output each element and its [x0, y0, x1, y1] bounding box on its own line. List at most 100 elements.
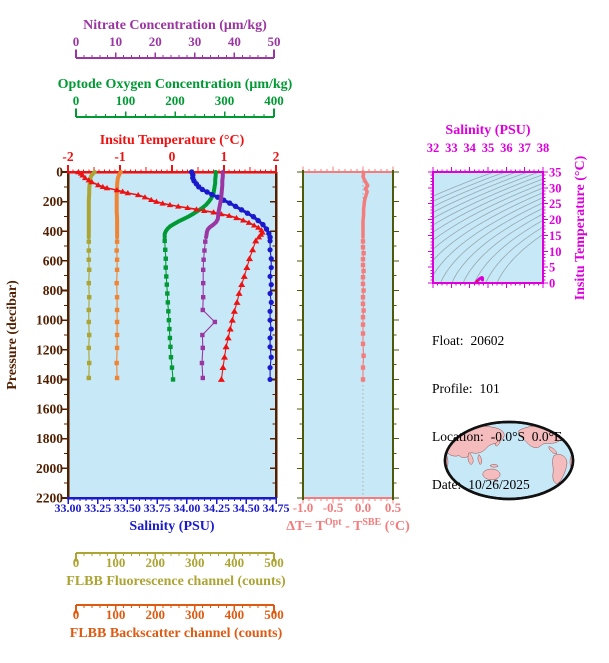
- svg-text:35: 35: [549, 166, 562, 180]
- svg-text:1000: 1000: [36, 313, 63, 328]
- svg-text:200: 200: [145, 607, 165, 622]
- svg-text:0: 0: [73, 607, 80, 622]
- svg-text:25: 25: [549, 197, 562, 211]
- svg-text:600: 600: [43, 253, 64, 268]
- float-info-block: Float: 20602 Profile: 101 Location: -0.0°S …: [432, 301, 562, 525]
- svg-text:0: 0: [169, 149, 176, 164]
- svg-text:-0.5: -0.5: [323, 500, 344, 515]
- delta-t-axis-title: ΔT= TOpt - TSBE (°C): [286, 517, 410, 534]
- svg-text:2200: 2200: [36, 491, 63, 506]
- svg-text:37: 37: [518, 141, 531, 155]
- main-plot-axes: -2 -1 0 1 233.00 33.25 33.50 33.75 34.00 34.25 34.…: [36, 149, 290, 515]
- backscatter-scale-bar: 0 100 200 300 400 500: [73, 604, 284, 622]
- svg-text:40: 40: [228, 34, 241, 49]
- svg-text:-1: -1: [114, 149, 125, 164]
- fluorescence-curve: [86, 170, 97, 381]
- svg-text:200: 200: [165, 93, 185, 108]
- oxygen-axis-title: Optode Oxygen Concentration (μm/kg): [58, 77, 293, 92]
- svg-text:500: 500: [264, 555, 284, 570]
- svg-text:300: 300: [215, 93, 235, 108]
- svg-text:-2: -2: [62, 149, 73, 164]
- svg-text:20: 20: [149, 34, 162, 49]
- svg-text:400: 400: [225, 555, 245, 570]
- svg-text:34.50: 34.50: [233, 501, 260, 515]
- nitrate-curve: [199, 170, 225, 381]
- svg-text:400: 400: [264, 93, 284, 108]
- svg-text:1400: 1400: [36, 372, 63, 387]
- svg-text:2: 2: [273, 149, 280, 164]
- svg-text:30: 30: [188, 34, 201, 49]
- svg-text:33.75: 33.75: [144, 501, 171, 515]
- svg-text:10: 10: [549, 245, 562, 259]
- svg-text:36: 36: [500, 141, 513, 155]
- svg-text:0: 0: [73, 93, 80, 108]
- pressure-axis-title: Pressure (decibar): [5, 280, 20, 390]
- svg-text:200: 200: [43, 194, 64, 209]
- delta_t-curve: [360, 170, 370, 382]
- svg-text:0.0: 0.0: [355, 500, 371, 515]
- svg-text:34.00: 34.00: [173, 501, 200, 515]
- ts-temperature-axis-title: Insitu Temperature (°C): [573, 155, 588, 300]
- salinity-axis-title: Salinity (PSU): [129, 519, 215, 534]
- temperature-curve: [75, 169, 266, 382]
- svg-text:100: 100: [106, 555, 126, 570]
- oxygen-scale-bar: 0 100 200 300 400: [73, 93, 284, 118]
- svg-text:32: 32: [427, 141, 440, 155]
- svg-text:100: 100: [116, 93, 136, 108]
- location-label: Location:: [432, 429, 484, 444]
- location-value: -0.0°S 0.0°E: [490, 429, 563, 444]
- svg-text:0: 0: [73, 34, 80, 49]
- nitrate-axis-title: Nitrate Concentration (μm/kg): [83, 18, 267, 33]
- fluorescence-axis-title: FLBB Fluorescence channel (counts): [66, 574, 286, 589]
- svg-text:1600: 1600: [36, 402, 63, 417]
- svg-text:300: 300: [185, 607, 205, 622]
- svg-text:50: 50: [268, 34, 281, 49]
- svg-text:0: 0: [56, 165, 63, 180]
- svg-text:34.75: 34.75: [263, 501, 290, 515]
- svg-text:400: 400: [43, 224, 64, 239]
- backscatter-axis-title: FLBB Backscatter channel (counts): [70, 626, 283, 641]
- svg-text:300: 300: [185, 555, 205, 570]
- profile-info-line: Profile: 101: [432, 381, 562, 397]
- float-label: Float:: [432, 333, 464, 348]
- svg-text:1800: 1800: [36, 431, 63, 446]
- nitrate-scale-bar: 0 10 20 30 40 50: [73, 34, 281, 59]
- svg-text:500: 500: [264, 607, 284, 622]
- svg-text:33.25: 33.25: [84, 501, 111, 515]
- date-value: 10/26/2025: [468, 477, 530, 492]
- location-info-line: Location: -0.0°S 0.0°E: [432, 429, 562, 445]
- float-value: 20602: [470, 333, 505, 348]
- svg-text:-1.0: -1.0: [293, 500, 314, 515]
- svg-text:33: 33: [445, 141, 458, 155]
- svg-text:20: 20: [549, 213, 562, 227]
- svg-text:0: 0: [73, 555, 80, 570]
- profile-value: 101: [479, 381, 500, 396]
- backscatter-curve: [114, 170, 123, 381]
- svg-text:34: 34: [463, 141, 476, 155]
- date-info-line: Date: 10/26/2025: [432, 477, 562, 493]
- svg-text:1200: 1200: [36, 342, 63, 357]
- svg-text:15: 15: [549, 229, 562, 243]
- date-label: Date:: [432, 477, 462, 492]
- svg-text:400: 400: [225, 607, 245, 622]
- svg-text:1: 1: [221, 149, 228, 164]
- salinity-curve: [188, 169, 274, 383]
- svg-text:10: 10: [109, 34, 122, 49]
- svg-text:2000: 2000: [36, 461, 63, 476]
- svg-text:35: 35: [482, 141, 495, 155]
- profile-label: Profile:: [432, 381, 473, 396]
- svg-text:5: 5: [549, 261, 555, 275]
- svg-text:0.5: 0.5: [385, 500, 402, 515]
- svg-text:34.25: 34.25: [203, 501, 230, 515]
- svg-text:33.00: 33.00: [55, 501, 82, 515]
- insitu-temperature-axis-title: Insitu Temperature (°C): [100, 133, 245, 148]
- float-info-line: Float: 20602: [432, 333, 562, 349]
- ts-salinity-axis-title: Salinity (PSU): [445, 123, 531, 138]
- svg-text:100: 100: [106, 607, 126, 622]
- svg-text:33.50: 33.50: [114, 501, 141, 515]
- fluorescence-scale-bar: 0 100 200 300 400 500: [73, 552, 284, 570]
- oxygen-curve: [162, 170, 218, 382]
